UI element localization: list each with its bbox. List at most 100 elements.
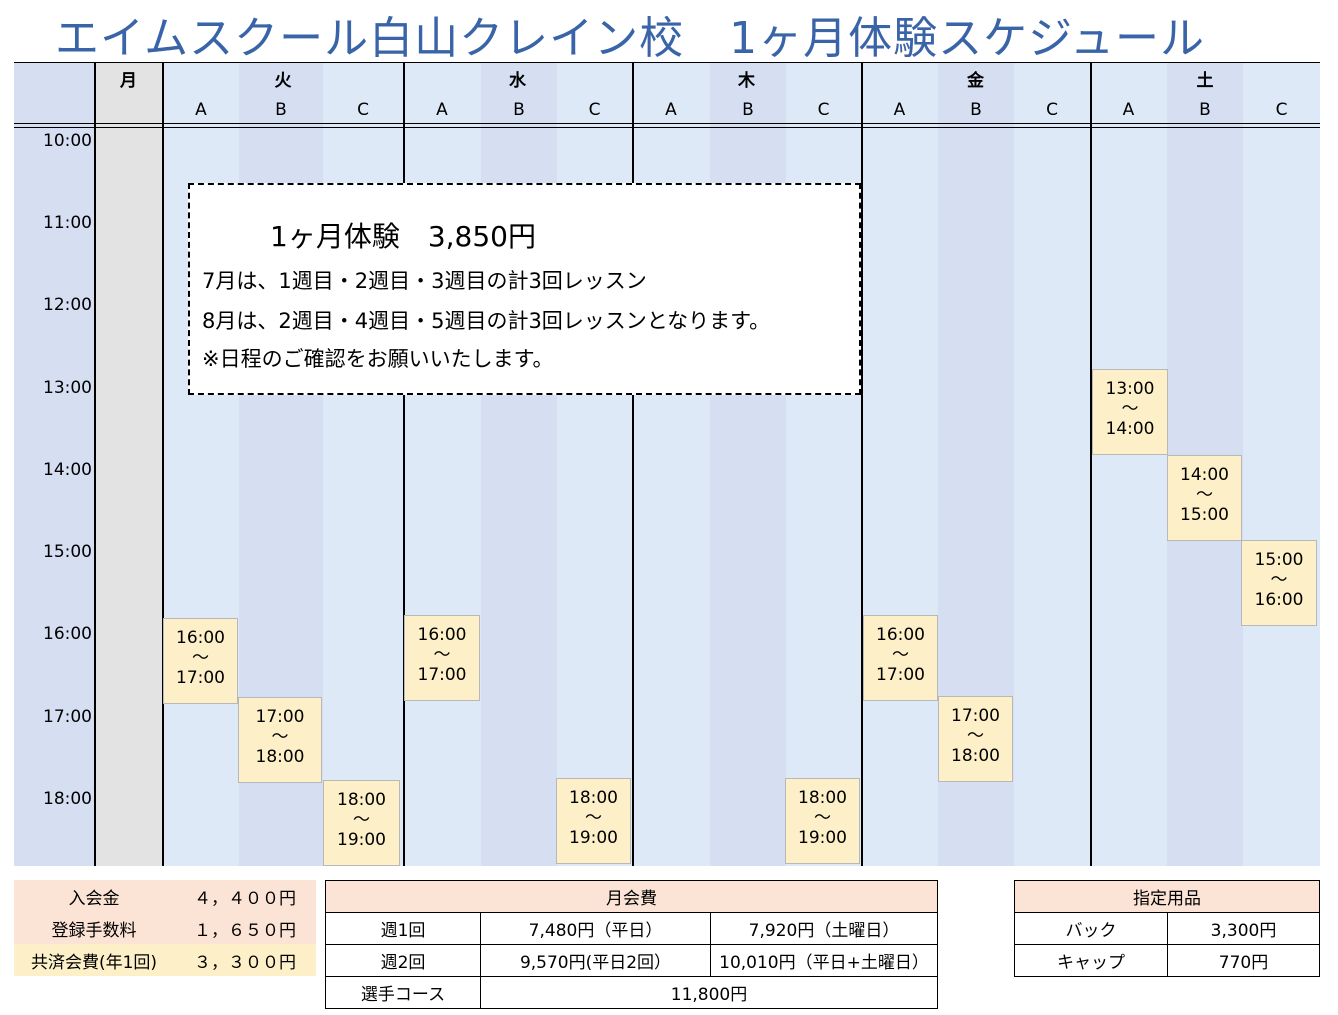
day-header-fri: 金 bbox=[967, 71, 984, 91]
lesson-slot[interactable]: 15:00 〜 16:00 bbox=[1241, 540, 1317, 626]
sub-header: C bbox=[817, 100, 830, 120]
day-header-mon: 月 bbox=[120, 71, 137, 91]
monthly-cell: 7,920円（土曜日） bbox=[710, 912, 938, 945]
sub-column-bg bbox=[1014, 62, 1090, 866]
trial-notice-box: 1ヶ月体験 3,850円 7月は、1週目・2週目・3週目の計3回レッスン 8月は… bbox=[188, 183, 861, 395]
fee-value: ４，４００円 bbox=[194, 888, 296, 909]
day-header-thu: 木 bbox=[738, 71, 755, 91]
sub-header: C bbox=[1046, 100, 1058, 120]
fee-value: １，６５０円 bbox=[194, 920, 296, 941]
day-header-tue: 火 bbox=[274, 71, 292, 91]
slot-start: 18:00 bbox=[569, 788, 618, 808]
item-row: バック 3,300円 bbox=[1014, 912, 1320, 945]
sub-header: A bbox=[195, 100, 207, 120]
fee-value: ３，３００円 bbox=[194, 952, 296, 973]
slot-start: 17:00 bbox=[951, 706, 1000, 726]
monthly-row: 選手コース 11,800円 bbox=[325, 976, 938, 1009]
slot-tilde: 〜 bbox=[353, 810, 370, 830]
sub-column-bg bbox=[1090, 62, 1167, 866]
sub-header: C bbox=[357, 100, 369, 120]
time-label: 17:00 bbox=[43, 707, 92, 727]
slot-tilde: 〜 bbox=[892, 645, 909, 665]
grid-line bbox=[94, 62, 96, 866]
lesson-slot[interactable]: 18:00 〜 19:00 bbox=[785, 778, 860, 864]
sub-header: C bbox=[588, 100, 601, 120]
grid-line bbox=[632, 62, 634, 866]
entry-fee-table: 入会金 ４，４００円 登録手数料 １，６５０円 共済会費(年1回) ３，３００円 bbox=[14, 880, 316, 976]
grid-line bbox=[162, 62, 164, 866]
slot-start: 15:00 bbox=[1254, 550, 1304, 570]
slot-end: 14:00 bbox=[1105, 419, 1155, 439]
time-column bbox=[14, 62, 94, 866]
items-header: 指定用品 bbox=[1014, 880, 1320, 913]
lesson-slot[interactable]: 17:00 〜 18:00 bbox=[938, 696, 1013, 782]
time-label: 13:00 bbox=[43, 378, 92, 398]
slot-tilde: 〜 bbox=[1121, 399, 1139, 419]
grid-line bbox=[14, 123, 1320, 124]
sub-header: B bbox=[742, 100, 754, 120]
slot-end: 17:00 bbox=[176, 668, 225, 688]
monthly-cell: 週1回 bbox=[325, 912, 481, 945]
lesson-slot[interactable]: 18:00 〜 19:00 bbox=[556, 778, 631, 864]
slot-end: 15:00 bbox=[1180, 505, 1229, 525]
time-label: 16:00 bbox=[43, 624, 92, 644]
monthly-cell: 9,570円(平日2回） bbox=[480, 944, 711, 977]
lesson-slot[interactable]: 16:00 〜 17:00 bbox=[863, 615, 938, 701]
slot-tilde: 〜 bbox=[967, 726, 984, 746]
lesson-slot[interactable]: 17:00 〜 18:00 bbox=[238, 697, 322, 783]
slot-start: 13:00 bbox=[1105, 379, 1155, 399]
item-price: 3,300円 bbox=[1167, 912, 1320, 945]
slot-end: 19:00 bbox=[337, 830, 386, 850]
sub-header: A bbox=[436, 100, 448, 120]
slot-end: 19:00 bbox=[798, 828, 847, 848]
sub-column-bg bbox=[1243, 62, 1320, 866]
lesson-slot[interactable]: 18:00 〜 19:00 bbox=[323, 780, 400, 866]
slot-tilde: 〜 bbox=[585, 808, 602, 828]
monthly-fee-table: 月会費 週1回 7,480円（平日） 7,920円（土曜日） 週2回 9,570… bbox=[325, 880, 938, 1009]
sub-header: B bbox=[1199, 100, 1211, 120]
page-title: エイムスクール白山クレイン校 1ヶ月体験スケジュール bbox=[54, 13, 1206, 64]
slot-end: 18:00 bbox=[255, 747, 305, 767]
fee-label: 登録手数料 bbox=[51, 920, 137, 941]
slot-start: 17:00 bbox=[255, 707, 305, 727]
slot-start: 16:00 bbox=[176, 628, 225, 648]
slot-end: 19:00 bbox=[569, 828, 618, 848]
slot-tilde: 〜 bbox=[814, 808, 831, 828]
notice-line: ※日程のご確認をお願いいたします。 bbox=[202, 347, 554, 371]
time-label: 12:00 bbox=[43, 295, 92, 315]
slot-end: 18:00 bbox=[951, 746, 1000, 766]
slot-end: 17:00 bbox=[876, 665, 925, 685]
slot-tilde: 〜 bbox=[192, 648, 209, 668]
sub-header: B bbox=[970, 100, 982, 120]
day-header-wed: 水 bbox=[509, 71, 526, 91]
monthly-fee-header: 月会費 bbox=[325, 880, 938, 913]
monday-column bbox=[94, 62, 163, 866]
fee-label: 共済会費(年1回) bbox=[30, 952, 158, 973]
slot-start: 18:00 bbox=[337, 790, 386, 810]
slot-end: 17:00 bbox=[417, 665, 467, 685]
sub-column-bg bbox=[861, 62, 938, 866]
slot-start: 14:00 bbox=[1180, 465, 1229, 485]
slot-tilde: 〜 bbox=[1196, 485, 1213, 505]
time-label: 10:00 bbox=[43, 131, 92, 151]
monthly-cell: 7,480円（平日） bbox=[480, 912, 711, 945]
time-label: 15:00 bbox=[43, 542, 92, 562]
sub-header: B bbox=[275, 100, 287, 120]
monthly-cell: 週2回 bbox=[325, 944, 481, 977]
monthly-row: 週1回 7,480円（平日） 7,920円（土曜日） bbox=[325, 912, 938, 945]
lesson-slot[interactable]: 16:00 〜 17:00 bbox=[404, 615, 480, 701]
grid-line bbox=[14, 62, 1320, 63]
item-name: キャップ bbox=[1014, 944, 1168, 977]
lesson-slot[interactable]: 16:00 〜 17:00 bbox=[163, 618, 238, 704]
designated-items-table: 指定用品 バック 3,300円 キャップ 770円 bbox=[1014, 880, 1320, 977]
monthly-cell: 11,800円 bbox=[480, 976, 938, 1009]
lesson-slot[interactable]: 13:00 〜 14:00 bbox=[1092, 369, 1168, 455]
sub-header: A bbox=[665, 100, 677, 120]
time-label: 18:00 bbox=[43, 789, 92, 809]
slot-tilde: 〜 bbox=[271, 727, 289, 747]
slot-start: 18:00 bbox=[798, 788, 847, 808]
slot-tilde: 〜 bbox=[1270, 570, 1288, 590]
slot-tilde: 〜 bbox=[433, 645, 451, 665]
lesson-slot[interactable]: 14:00 〜 15:00 bbox=[1167, 455, 1242, 541]
grid-line bbox=[403, 62, 405, 866]
